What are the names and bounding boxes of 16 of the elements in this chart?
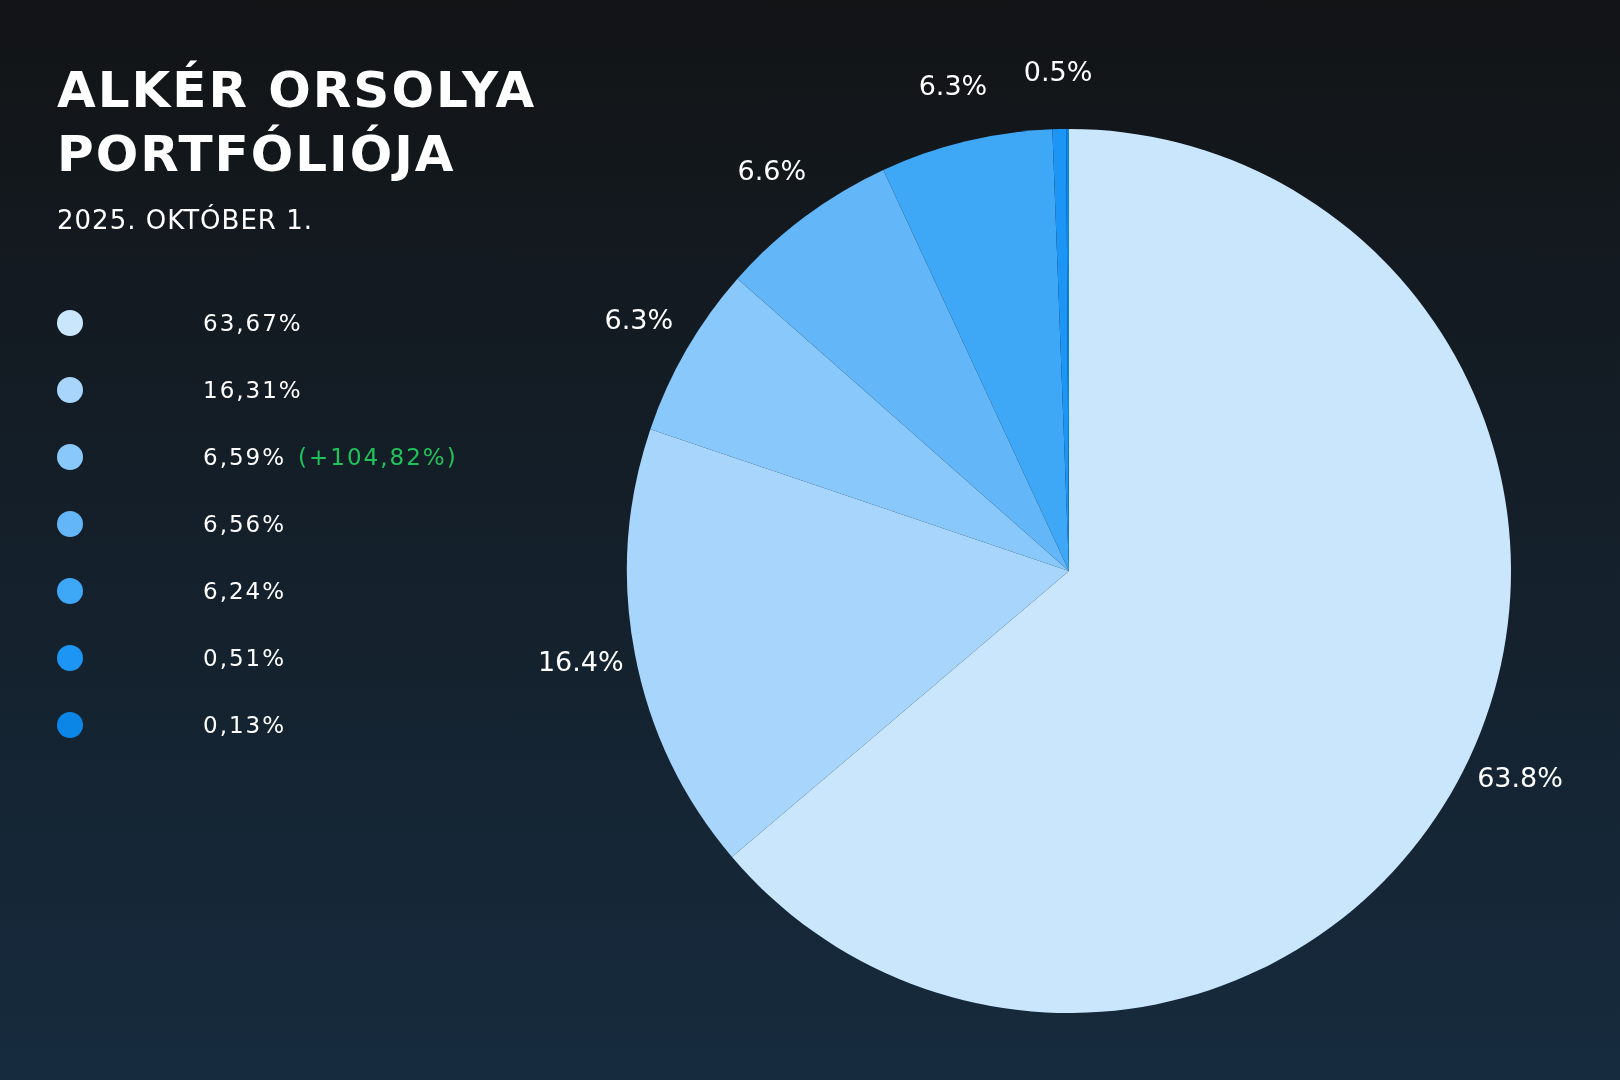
text: 2025. OKTÓBER 1. [57,205,313,235]
text: 6,24% [203,577,287,604]
data-label: 6.3% [918,69,988,101]
data-label: 6.6% [737,154,807,186]
text: 6,59% [203,443,287,470]
text: 16,31% [203,376,303,403]
data-label: 63.8% [1477,761,1563,793]
text: 0,51% [203,644,287,671]
text: 6,56% [203,510,287,537]
text: 63,67% [203,309,303,336]
text: (+104,82%) [298,443,458,470]
data-label: 0.5% [1023,56,1093,88]
data-label: 6.3% [604,304,674,336]
text: ALKÉR ORSOLYA PORTFÓLIÓJA [57,59,538,185]
data-label: 16.4% [537,646,624,678]
text: 0,13% [203,711,287,738]
